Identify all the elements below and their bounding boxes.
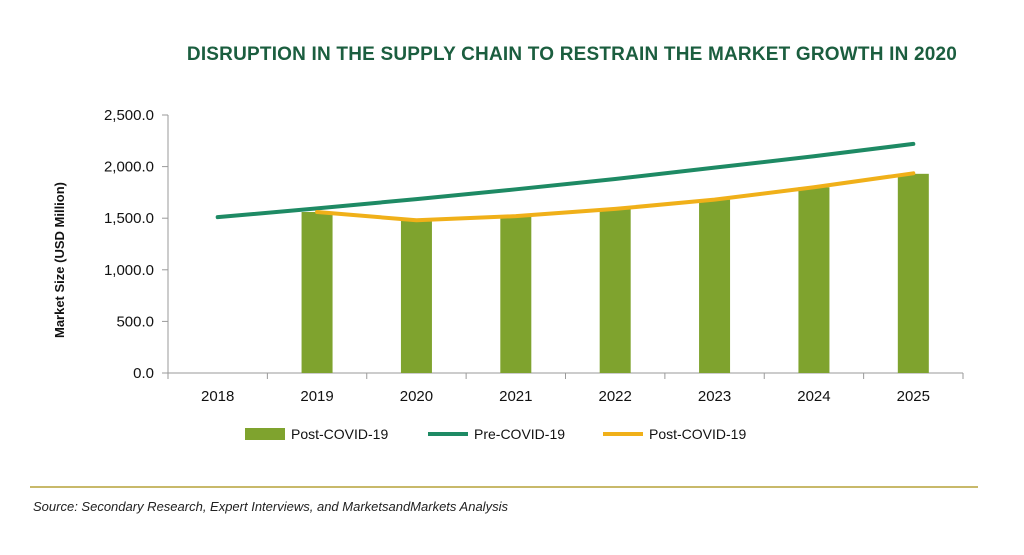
bar-2021 (500, 216, 532, 373)
y-tick-label: 0.0 (133, 365, 154, 382)
x-tick-label: 2023 (698, 388, 731, 405)
line-pre-covid (215, 141, 916, 220)
bar-2023 (699, 199, 731, 373)
x-tick-label: 2025 (897, 388, 930, 405)
chart-area: 0.0 500.0 1,000.0 1,500.0 2,000.0 2,500.0 2018… (52, 107, 964, 442)
legend-label: Post-COVID-19 (649, 426, 746, 442)
x-tick-label: 2018 (201, 388, 234, 405)
legend-label: Pre-COVID-19 (474, 426, 565, 442)
y-tick-label: 2,500.0 (104, 107, 154, 124)
y-axis-title: Market Size (USD Million) (52, 182, 67, 338)
footer-divider (30, 486, 978, 488)
bar-2024 (798, 187, 830, 373)
y-tick-label: 1,500.0 (104, 210, 154, 227)
legend-label: Post-COVID-19 (291, 426, 388, 442)
x-tick-label: 2024 (797, 388, 830, 405)
bar-2019 (301, 212, 333, 373)
chart-title: DISRUPTION IN THE SUPPLY CHAIN TO RESTRA… (186, 44, 958, 65)
y-tick-label: 1,000.0 (104, 262, 154, 279)
legend-swatch-bar (245, 428, 285, 440)
bar-2025 (897, 173, 929, 373)
line-post-covid (315, 171, 916, 223)
y-tick-label: 500.0 (116, 313, 154, 330)
x-tick-label: 2020 (400, 388, 433, 405)
bar-2022 (599, 208, 631, 373)
bar-2020 (400, 220, 432, 373)
x-tick-label: 2021 (499, 388, 532, 405)
source-note: Source: Secondary Research, Expert Inter… (33, 499, 508, 514)
y-tick-label: 2,000.0 (104, 159, 154, 176)
x-tick-label: 2022 (599, 388, 632, 405)
x-tick-label: 2019 (300, 388, 333, 405)
